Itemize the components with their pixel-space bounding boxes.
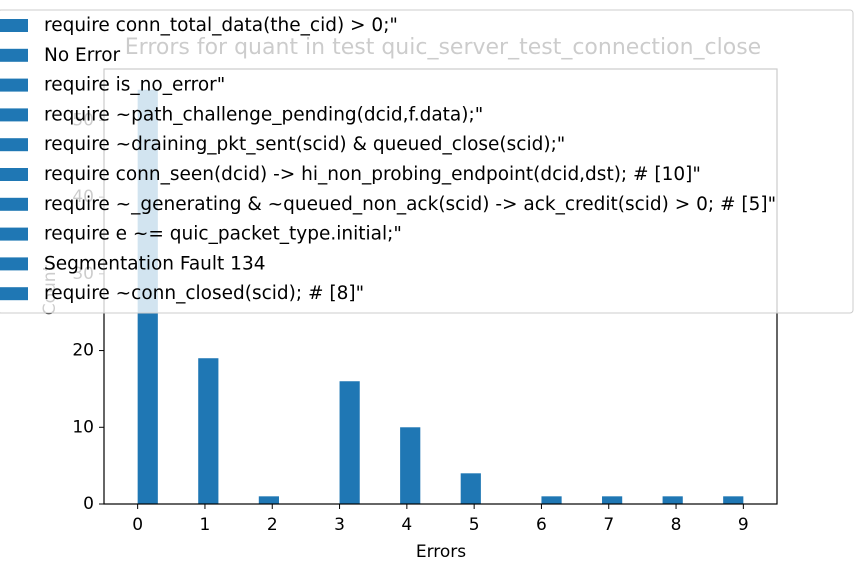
legend-label: require conn_total_data(the_cid) > 0;" bbox=[44, 15, 398, 36]
legend-swatch bbox=[0, 257, 28, 271]
legend-swatch bbox=[0, 48, 28, 62]
bar bbox=[723, 496, 744, 504]
legend-label: require conn_seen(dcid) -> hi_non_probin… bbox=[44, 164, 701, 185]
x-tick-label: 6 bbox=[536, 515, 547, 535]
bar bbox=[400, 427, 421, 504]
x-axis-label: Errors bbox=[416, 542, 466, 562]
bar bbox=[198, 358, 219, 504]
legend-swatch bbox=[0, 19, 28, 32]
legend-label: require ~draining_pkt_sent(scid) & queue… bbox=[44, 134, 565, 155]
legend-swatch bbox=[0, 197, 28, 211]
bar bbox=[339, 381, 360, 504]
legend-box bbox=[0, 9, 854, 314]
legend-label: require ~conn_closed(scid); # [8]" bbox=[44, 283, 364, 304]
legend-label: require e ~= quic_packet_type.initial;" bbox=[44, 224, 402, 245]
bar bbox=[258, 496, 279, 504]
bar bbox=[460, 473, 481, 504]
legend-swatch bbox=[0, 78, 28, 92]
x-tick-label: 8 bbox=[671, 515, 682, 535]
x-tick-label: 3 bbox=[334, 515, 345, 535]
x-tick-label: 4 bbox=[401, 515, 412, 535]
legend-swatch bbox=[0, 168, 28, 181]
y-tick-label: 0 bbox=[83, 494, 94, 514]
bar bbox=[662, 496, 683, 504]
legend-label: require ~_generating & ~queued_non_ack(s… bbox=[44, 194, 776, 215]
y-tick-label: 10 bbox=[72, 417, 94, 437]
bar bbox=[541, 496, 562, 504]
bar bbox=[602, 496, 623, 504]
y-tick-label: 20 bbox=[72, 341, 94, 361]
x-tick-label: 9 bbox=[738, 515, 749, 535]
x-tick-label: 7 bbox=[603, 515, 614, 535]
legend-label: require ~path_challenge_pending(dcid,f.d… bbox=[44, 104, 483, 125]
legend-swatch bbox=[0, 138, 28, 152]
x-tick-label: 1 bbox=[200, 515, 211, 535]
x-tick-label: 0 bbox=[132, 515, 143, 535]
x-tick-label: 2 bbox=[267, 515, 278, 535]
legend-label: require is_no_error" bbox=[44, 75, 225, 96]
legend-swatch bbox=[0, 287, 28, 301]
legend-label: Segmentation Fault 134 bbox=[44, 253, 266, 274]
legend-label: No Error bbox=[44, 45, 121, 66]
legend-swatch bbox=[0, 227, 28, 241]
x-tick-label: 5 bbox=[469, 515, 480, 535]
legend-swatch bbox=[0, 108, 28, 122]
